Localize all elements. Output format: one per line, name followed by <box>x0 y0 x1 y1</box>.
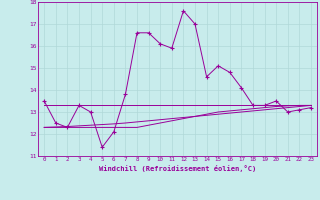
X-axis label: Windchill (Refroidissement éolien,°C): Windchill (Refroidissement éolien,°C) <box>99 165 256 172</box>
